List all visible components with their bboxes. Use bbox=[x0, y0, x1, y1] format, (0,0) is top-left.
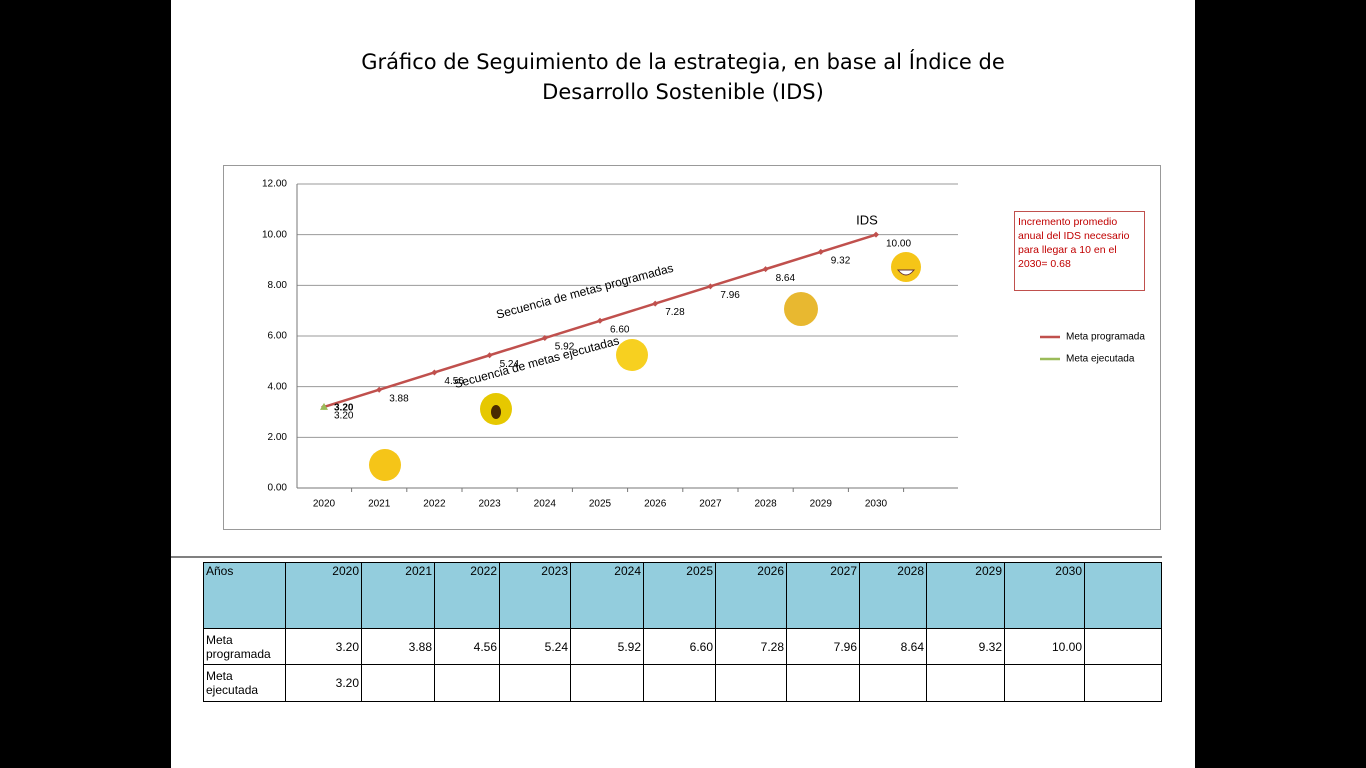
data-table: Años 2020 2021 2022 2023 2024 2025 2026 2027 2028… bbox=[203, 562, 1162, 702]
data-label: 5.92 bbox=[555, 342, 575, 353]
x-tick-label: 2023 bbox=[478, 499, 501, 510]
table-cell bbox=[643, 664, 716, 702]
emoji bbox=[784, 292, 818, 326]
point-marker bbox=[376, 386, 383, 393]
table-cell: 8.64 bbox=[859, 628, 927, 665]
y-tick-label: 4.00 bbox=[268, 381, 288, 392]
table-cell bbox=[1084, 664, 1162, 702]
table-cell: 6.60 bbox=[643, 628, 716, 665]
table-cell bbox=[499, 664, 571, 702]
table-cell: 2029 bbox=[926, 562, 1005, 629]
point-marker bbox=[597, 317, 603, 324]
y-tick-label: 12.00 bbox=[262, 179, 287, 190]
x-tick-label: 2024 bbox=[534, 499, 557, 510]
table-cell bbox=[786, 664, 860, 702]
table-cell bbox=[1084, 562, 1162, 629]
x-tick-label: 2027 bbox=[699, 499, 722, 510]
table-cell: 3.20 bbox=[285, 664, 362, 702]
table-cell: 2027 bbox=[786, 562, 860, 629]
table-cell: 9.32 bbox=[926, 628, 1005, 665]
table-cell: Años bbox=[203, 562, 286, 629]
emoji bbox=[616, 339, 648, 371]
emoji-mouth bbox=[896, 269, 916, 276]
y-tick-label: 6.00 bbox=[268, 331, 288, 342]
table-cell bbox=[859, 664, 927, 702]
emoji bbox=[369, 449, 401, 481]
x-tick-label: 2020 bbox=[313, 499, 336, 510]
data-label: 3.20 bbox=[334, 411, 354, 422]
x-tick-label: 2026 bbox=[644, 499, 667, 510]
emoji bbox=[891, 252, 921, 282]
table-cell: Meta ejecutada bbox=[203, 664, 286, 702]
y-tick-label: 10.00 bbox=[262, 229, 287, 240]
point-marker bbox=[762, 266, 769, 273]
table-cell bbox=[1084, 628, 1162, 665]
x-tick-label: 2022 bbox=[423, 499, 446, 510]
table-cell: 3.20 bbox=[285, 628, 362, 665]
y-tick-label: 0.00 bbox=[268, 483, 288, 494]
point-marker bbox=[817, 248, 824, 255]
note-box: Incremento promedio anual del IDS necesa… bbox=[1014, 211, 1145, 291]
point-marker bbox=[873, 231, 879, 238]
x-tick-label: 2021 bbox=[368, 499, 391, 510]
y-tick-label: 2.00 bbox=[268, 432, 288, 443]
data-label: 7.28 bbox=[665, 307, 685, 318]
table-cell: 2026 bbox=[715, 562, 787, 629]
annotation: IDS bbox=[856, 212, 878, 227]
table-cell: 7.28 bbox=[715, 628, 787, 665]
table-cell: 3.88 bbox=[361, 628, 435, 665]
data-label: 10.00 bbox=[886, 238, 911, 249]
x-tick-label: 2030 bbox=[865, 499, 888, 510]
table-cell: 2022 bbox=[434, 562, 500, 629]
data-label: 3.88 bbox=[389, 393, 409, 404]
table-cell bbox=[926, 664, 1005, 702]
chart-title: Gráfico de Seguimiento de la estrategia,… bbox=[171, 47, 1195, 107]
chart-title-text: Gráfico de Seguimiento de la estrategia,… bbox=[361, 50, 1005, 104]
table-cell: 2020 bbox=[285, 562, 362, 629]
point-marker bbox=[486, 352, 493, 359]
table-row: Años 2020 2021 2022 2023 2024 2025 2026 2027 2028… bbox=[203, 562, 1162, 629]
point-marker bbox=[541, 335, 548, 342]
table-cell: 5.92 bbox=[570, 628, 644, 665]
table-cell: 2021 bbox=[361, 562, 435, 629]
table-cell: 2024 bbox=[570, 562, 644, 629]
data-label: 4.56 bbox=[444, 376, 464, 387]
data-label: 7.96 bbox=[720, 290, 740, 301]
table-row: Meta programada 3.20 3.88 4.56 5.24 5.92 6.60 7… bbox=[203, 628, 1162, 665]
data-label: 5.24 bbox=[500, 359, 520, 370]
data-label: 3.20 bbox=[334, 403, 354, 414]
emojis bbox=[369, 252, 921, 481]
legend-label: Meta programada bbox=[1066, 332, 1145, 343]
table-row: Meta ejecutada 3.20 bbox=[203, 664, 1162, 702]
y-tick-label: 8.00 bbox=[268, 280, 288, 291]
point-marker bbox=[320, 402, 328, 410]
x-tick-label: 2028 bbox=[754, 499, 777, 510]
x-tick-label: 2025 bbox=[589, 499, 612, 510]
table-cell bbox=[1004, 664, 1085, 702]
point-marker bbox=[431, 369, 438, 376]
emoji-mouth bbox=[491, 405, 501, 419]
table-cell: 4.56 bbox=[434, 628, 500, 665]
table-cell: 2028 bbox=[859, 562, 927, 629]
legend-label: Meta ejecutada bbox=[1066, 354, 1135, 365]
point-marker bbox=[707, 283, 714, 290]
table-cell: 10.00 bbox=[1004, 628, 1085, 665]
table-cell: 7.96 bbox=[786, 628, 860, 665]
table-cell: 2023 bbox=[499, 562, 571, 629]
table-cell: 2025 bbox=[643, 562, 716, 629]
point-marker bbox=[652, 300, 659, 307]
table-cell bbox=[361, 664, 435, 702]
data-label: 9.32 bbox=[831, 256, 851, 267]
data-label: 6.60 bbox=[610, 324, 630, 335]
table-cell: 2030 bbox=[1004, 562, 1085, 629]
data-label: 8.64 bbox=[776, 273, 796, 284]
table-cell: Meta programada bbox=[203, 628, 286, 665]
table-cell bbox=[434, 664, 500, 702]
x-tick-label: 2029 bbox=[810, 499, 833, 510]
table-cell bbox=[570, 664, 644, 702]
table-cell: 5.24 bbox=[499, 628, 571, 665]
table-cell bbox=[715, 664, 787, 702]
